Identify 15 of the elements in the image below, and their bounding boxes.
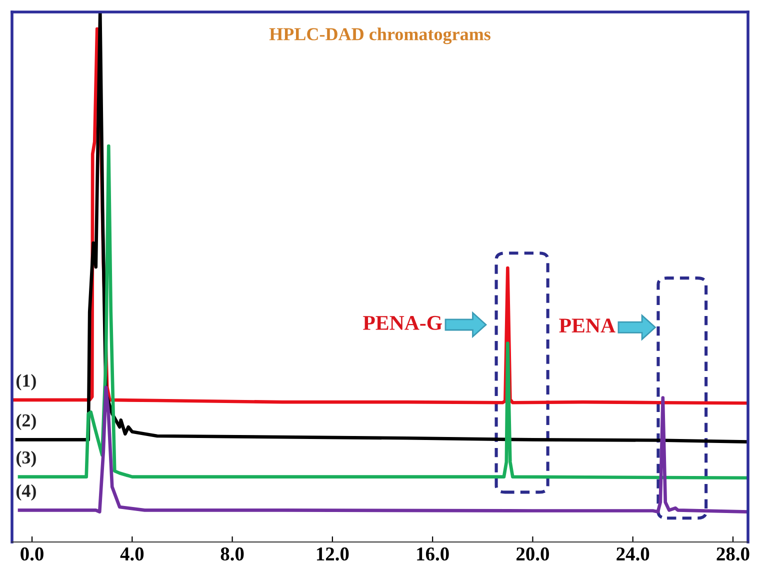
series-label: (4) (16, 484, 36, 501)
series-label: (2) (16, 414, 36, 430)
text: HPLC-DAD chromatograms (269, 28, 490, 44)
x-tick-label: 8.0 (220, 547, 244, 561)
x-tick-label: 28.0 (716, 547, 750, 561)
x-tick-label: 24.0 (616, 547, 650, 561)
annotation: PENA (559, 318, 616, 332)
x-tick-label: 16.0 (417, 547, 449, 561)
annotation: PENA-G (363, 316, 442, 330)
series-label: (3) (16, 450, 36, 468)
x-tick-label: 4.0 (120, 547, 144, 561)
series-label: (1) (16, 374, 36, 390)
x-tick-label: 0.0 (20, 547, 44, 561)
x-tick-label: 20.0 (516, 547, 549, 561)
x-tick-label: 12.0 (316, 547, 349, 561)
